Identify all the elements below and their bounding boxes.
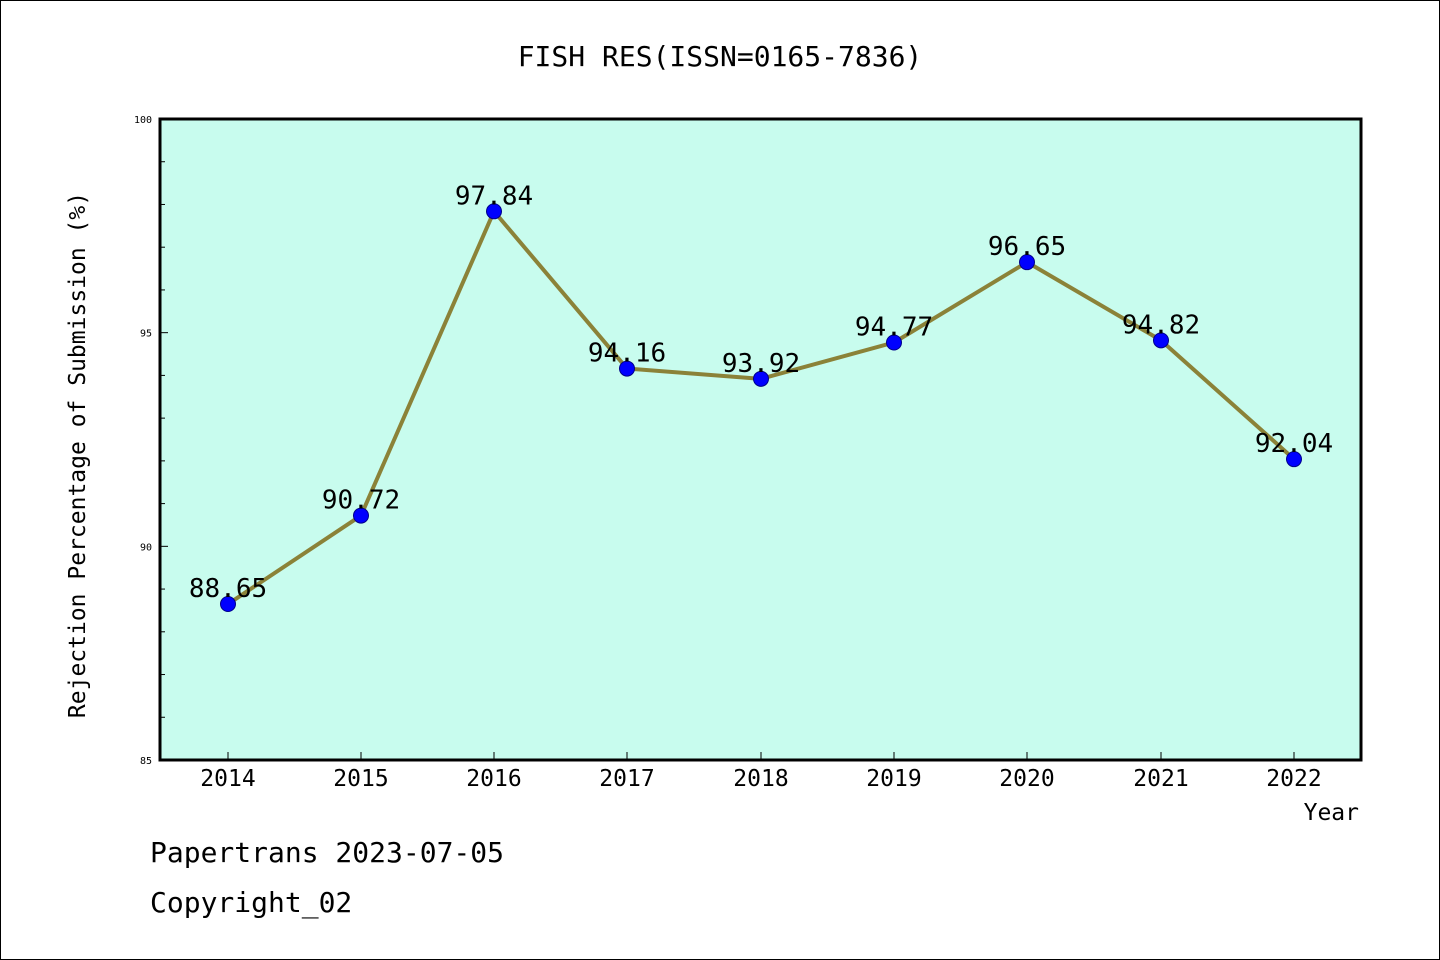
- data-label: 93.92: [722, 349, 800, 379]
- data-label: 94.82: [1122, 310, 1200, 340]
- data-label: 90.72: [322, 486, 400, 516]
- x-axis-label: Year: [1304, 800, 1359, 826]
- y-tick-label: 95: [140, 329, 152, 340]
- y-axis-label: Rejection Percentage of Submission (%): [65, 192, 91, 718]
- data-point: [753, 370, 769, 387]
- x-tick-label: 2017: [599, 766, 654, 792]
- x-tick-label: 2022: [1266, 766, 1321, 792]
- series: 88.65 90.72 97.84 94.16 93.92 94.77 96.65 94.82…: [189, 181, 1333, 613]
- data-point: [886, 334, 902, 351]
- data-point: [619, 360, 635, 377]
- x-axis: 2014 2015 2016 2017 2018 2019 2020 2021 2022: [200, 752, 1322, 792]
- x-tick-label: 2020: [999, 766, 1054, 792]
- data-point: [1286, 451, 1302, 468]
- x-tick-label: 2018: [733, 766, 788, 792]
- x-tick-label: 2019: [866, 766, 921, 792]
- plot-area: [158, 117, 1363, 762]
- y-tick-label: 100: [134, 115, 152, 126]
- x-tick-label: 2016: [466, 766, 521, 792]
- y-tick-label: 90: [140, 542, 152, 553]
- data-label: 97.84: [455, 181, 533, 211]
- data-point: [353, 507, 369, 524]
- data-point: [1019, 254, 1035, 271]
- x-tick-label: 2021: [1133, 766, 1188, 792]
- y-axis: 85 90 95 100: [134, 115, 168, 767]
- data-point: [1153, 332, 1169, 349]
- y-tick-label: 85: [140, 756, 152, 767]
- x-tick-label: 2014: [200, 766, 255, 792]
- footer-copyright: Copyright_02: [150, 886, 353, 919]
- data-point: [220, 596, 236, 613]
- data-point: [486, 203, 502, 220]
- data-label: 92.04: [1255, 429, 1333, 459]
- chart-title: FISH RES(ISSN=0165-7836): [518, 40, 923, 73]
- x-tick-label: 2015: [333, 766, 388, 792]
- data-label: 96.65: [988, 232, 1066, 262]
- data-label: 94.16: [588, 339, 666, 369]
- footer-date: Papertrans 2023-07-05: [150, 836, 505, 869]
- data-label: 88.65: [189, 574, 267, 604]
- data-label: 94.77: [855, 312, 933, 342]
